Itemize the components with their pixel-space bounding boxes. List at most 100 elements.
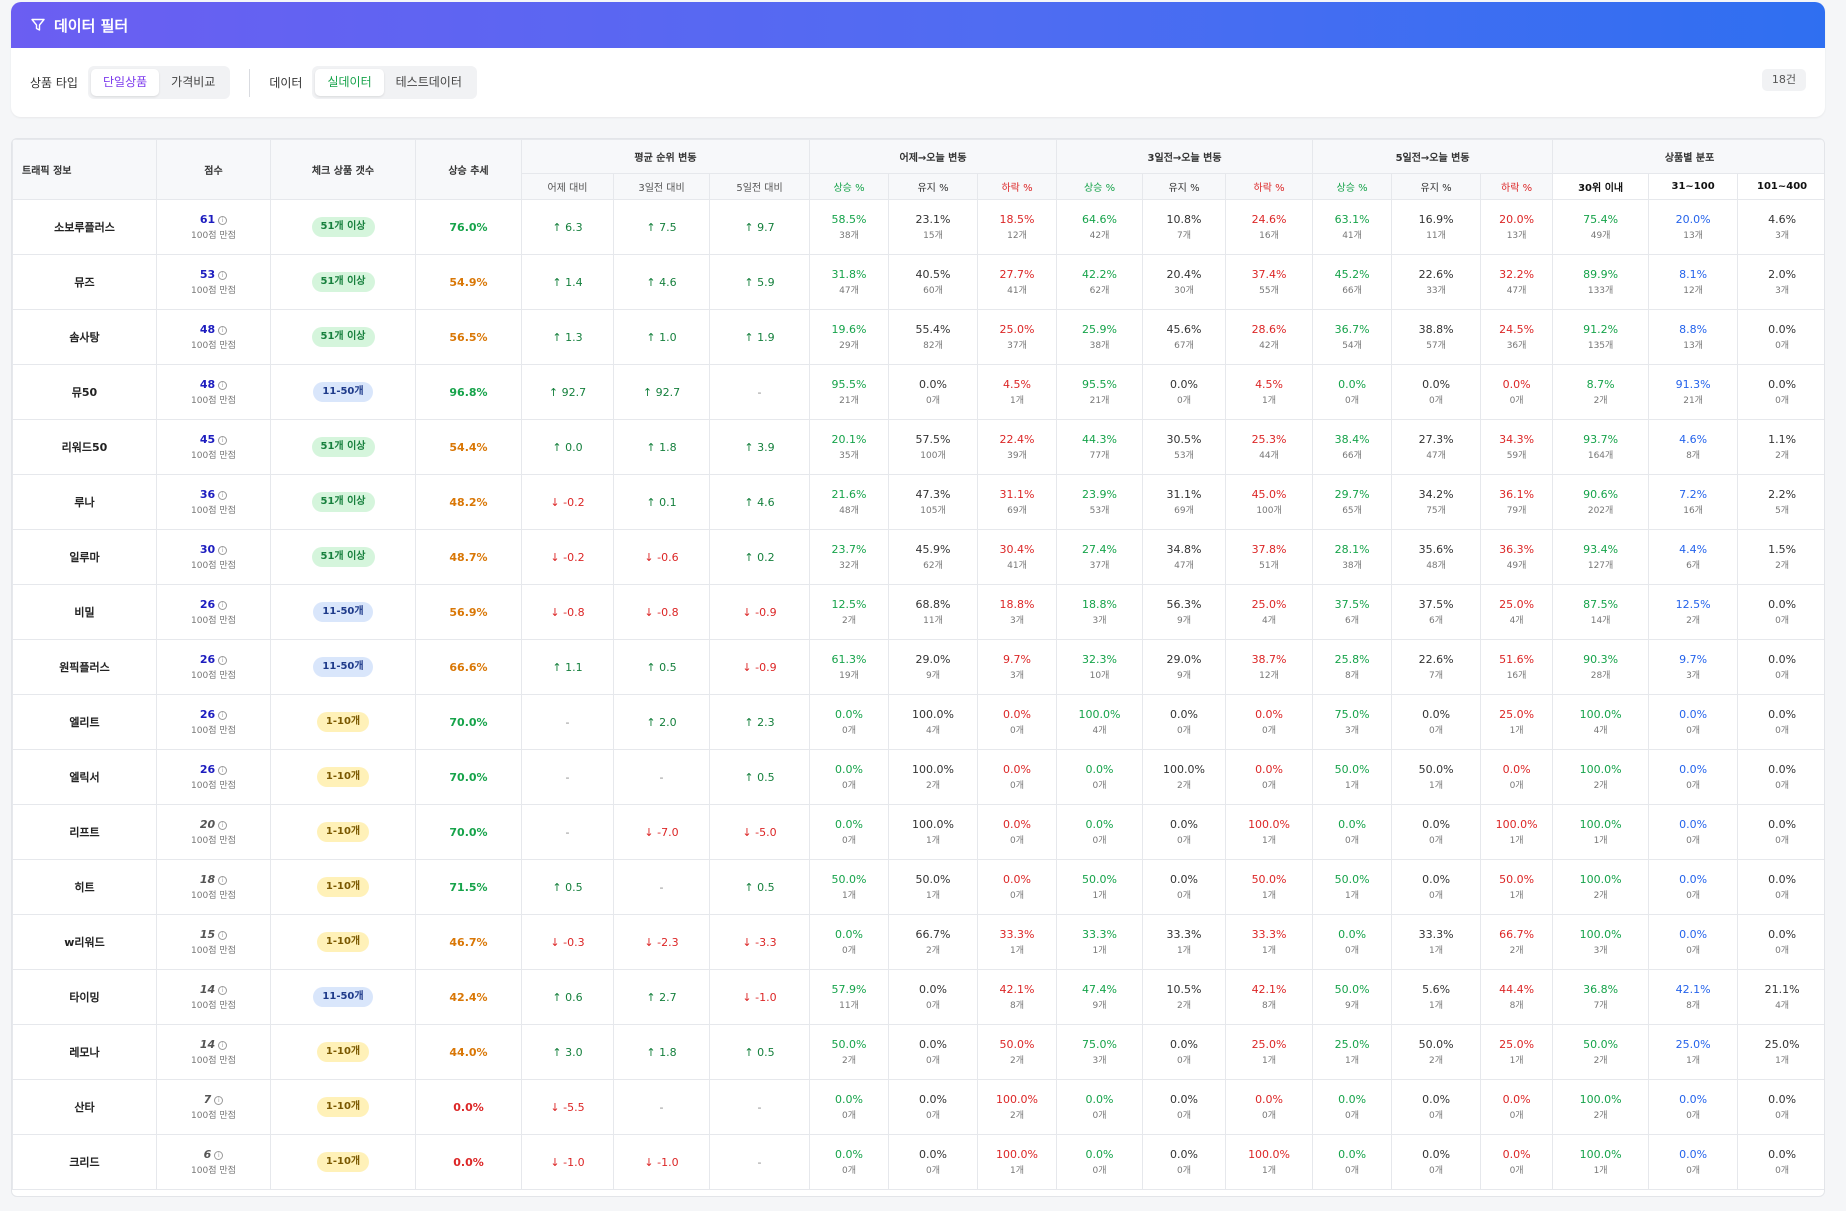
count-value: 0개 — [1177, 1111, 1192, 1121]
info-icon[interactable]: i — [218, 380, 228, 390]
info-icon[interactable]: i — [218, 875, 228, 885]
count-value: 54개 — [1342, 341, 1362, 351]
distribution-d101-cell: 0.0% 0개 — [1737, 749, 1824, 805]
five-day-hold-cell: 22.6% 7개 — [1391, 639, 1482, 695]
score-cell: 14 i 100점 만점 — [156, 969, 271, 1025]
check-count-badge: 1-10개 — [316, 1042, 370, 1062]
three-day-up-cell: 0.0% 0개 — [1056, 804, 1144, 860]
info-icon[interactable]: i — [218, 270, 228, 280]
pct-value: 55.4% — [915, 323, 951, 336]
pct-value: 33.3% — [1251, 928, 1287, 941]
count-value: 0개 — [1686, 1166, 1701, 1176]
count-value: 2개 — [1775, 561, 1790, 571]
info-icon[interactable]: i — [218, 215, 228, 225]
five-day-up-cell: 45.2% 66개 — [1312, 254, 1393, 310]
pct-value: 47.4% — [1082, 983, 1117, 996]
pct-value: 0.0% — [1003, 818, 1031, 831]
info-icon[interactable]: i — [218, 820, 228, 830]
pct-value: 8.8% — [1679, 323, 1708, 336]
rank-change-value: ↑ 92.7 — [642, 385, 681, 399]
info-icon[interactable]: i — [218, 985, 228, 995]
distribution-d30-cell: 100.0% 4개 — [1552, 694, 1650, 750]
info-icon[interactable]: i — [218, 435, 228, 445]
pct-value: 32.3% — [1082, 653, 1117, 666]
count-value: 9개 — [1177, 671, 1192, 681]
score-max-label: 100점 만점 — [191, 946, 236, 956]
count-value: 59개 — [1506, 451, 1527, 461]
info-icon[interactable]: i — [214, 1150, 224, 1160]
count-value: 41개 — [1342, 231, 1362, 241]
pct-value: 25.0% — [999, 323, 1035, 336]
count-value: 2개 — [1429, 1056, 1444, 1066]
score-line: 53 i — [157, 268, 270, 281]
pct-value: 0.0% — [1170, 708, 1198, 721]
yesterday-hold-cell: 45.9% 62개 — [888, 529, 979, 585]
rank-change-cell: ↓ -0.2 — [521, 529, 614, 585]
info-icon[interactable]: i — [218, 545, 228, 555]
header-distribution: 상품별 분포 — [1552, 139, 1824, 174]
pct-value: 25.3% — [1251, 433, 1287, 446]
rank-change-value: ↓ -0.2 — [550, 550, 585, 564]
count-value: 2개 — [842, 616, 857, 626]
count-value: 2개 — [1010, 1111, 1025, 1121]
count-value: 1개 — [1593, 1166, 1608, 1176]
five-day-up-cell: 0.0% 0개 — [1312, 1079, 1393, 1135]
info-icon[interactable]: i — [218, 655, 228, 665]
count-value: 1개 — [1345, 1056, 1360, 1066]
count-value: 0개 — [1092, 781, 1107, 791]
info-icon[interactable]: i — [218, 325, 228, 335]
rank-change-cell: - — [613, 859, 710, 915]
rank-change-value: ↑ 2.3 — [744, 715, 775, 729]
product-type-option-single[interactable]: 단일상품 — [90, 69, 160, 96]
trend-value: 48.7% — [449, 550, 488, 564]
three-day-down-cell: 0.0% 0개 — [1225, 749, 1314, 805]
info-icon[interactable]: i — [218, 765, 228, 775]
pct-value: 37.5% — [1334, 598, 1370, 611]
info-icon[interactable]: i — [218, 1040, 228, 1050]
trend-cell: 70.0% — [415, 804, 522, 860]
info-icon[interactable]: i — [218, 930, 228, 940]
check-count-cell: 1-10개 — [270, 1024, 416, 1080]
rank-change-cell: ↑ 0.5 — [708, 859, 811, 915]
trend-value: 71.5% — [449, 880, 488, 894]
info-icon[interactable]: i — [218, 710, 228, 720]
info-icon[interactable]: i — [218, 490, 228, 500]
rank-change-cell: ↓ -7.0 — [613, 804, 710, 860]
three-day-hold-cell: 33.3% 1개 — [1142, 914, 1227, 970]
score-cell: 20 i 100점 만점 — [156, 804, 271, 860]
product-type-option-price-compare[interactable]: 가격비교 — [171, 75, 216, 89]
five-day-hold-cell: 0.0% 0개 — [1391, 1134, 1482, 1190]
rank-change-cell: - — [613, 1079, 710, 1135]
count-value: 1개 — [1262, 1166, 1277, 1176]
three-day-up-cell: 75.0% 3개 — [1056, 1024, 1144, 1080]
rank-change-value: ↑ 0.1 — [646, 495, 677, 509]
three-day-down-cell: 37.4% 55개 — [1225, 254, 1314, 310]
count-value: 0개 — [1775, 946, 1790, 956]
info-icon[interactable]: i — [214, 1095, 224, 1105]
rank-change-value: - — [659, 1100, 664, 1114]
pct-value: 27.7% — [999, 268, 1035, 281]
pct-value: 0.0% — [1768, 708, 1797, 721]
score-line: 18 i — [157, 873, 270, 886]
rank-change-value: ↑ 5.9 — [744, 275, 775, 289]
five-day-up-cell: 50.0% 1개 — [1312, 749, 1393, 805]
distribution-d31-cell: 8.8% 13개 — [1648, 309, 1739, 365]
trend-cell: 0.0% — [415, 1079, 522, 1135]
five-day-down-cell: 20.0% 13개 — [1480, 199, 1554, 255]
count-value: 0개 — [926, 1056, 941, 1066]
pct-value: 25.0% — [1334, 1038, 1370, 1051]
yesterday-up-cell: 50.0% 2개 — [809, 1024, 890, 1080]
count-value: 0개 — [1092, 1166, 1107, 1176]
count-value: 4개 — [1775, 1001, 1790, 1011]
five-day-down-cell: 100.0% 1개 — [1480, 804, 1554, 860]
pct-value: 0.0% — [1768, 598, 1797, 611]
rank-change-value: ↓ -0.8 — [644, 605, 679, 619]
distribution-d31-cell: 7.2% 16개 — [1648, 474, 1739, 530]
info-icon[interactable]: i — [218, 600, 228, 610]
pct-value: 58.5% — [831, 213, 867, 226]
data-option-real[interactable]: 실데이터 — [315, 69, 384, 96]
five-day-up-cell: 0.0% 0개 — [1312, 804, 1393, 860]
count-value: 0개 — [1429, 891, 1444, 901]
pct-value: 1.5% — [1768, 543, 1797, 556]
data-option-test[interactable]: 테스트데이터 — [395, 75, 462, 89]
